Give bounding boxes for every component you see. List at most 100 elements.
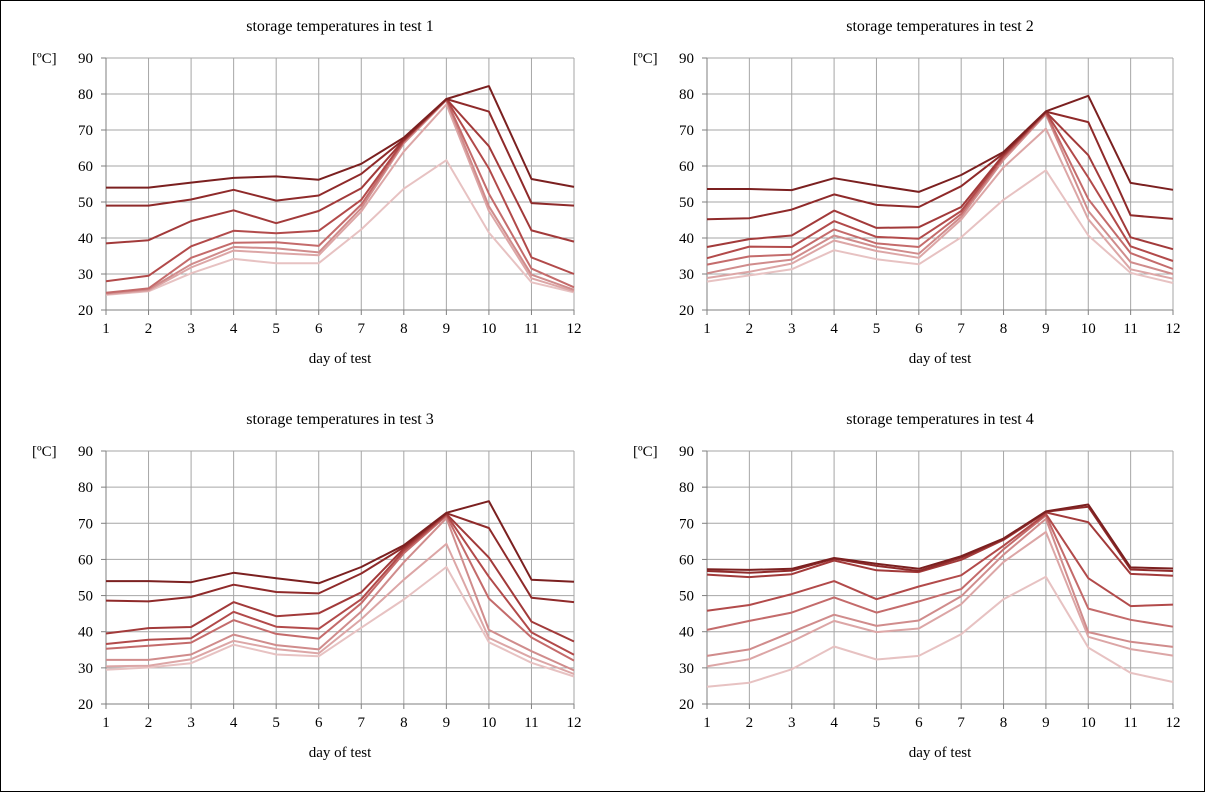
series-line-3 bbox=[706, 511, 1174, 579]
x-tick-label: 10 bbox=[1081, 715, 1096, 731]
y-axis-unit-label: [ºC] bbox=[32, 444, 57, 460]
y-tick-label: 60 bbox=[679, 159, 694, 175]
series-line-3 bbox=[105, 98, 575, 245]
y-tick-label: 60 bbox=[679, 552, 694, 568]
series-line-1 bbox=[106, 500, 575, 585]
series-line-8 bbox=[105, 566, 575, 678]
x-axis-label: day of test bbox=[909, 745, 972, 761]
y-tick-label: 20 bbox=[679, 697, 694, 713]
y-tick-label: 30 bbox=[78, 661, 93, 677]
x-tick-label: 12 bbox=[567, 321, 582, 337]
series-line-1 bbox=[106, 85, 575, 189]
x-tick-label: 12 bbox=[1166, 321, 1181, 337]
x-tick-label: 4 bbox=[830, 321, 838, 337]
series-line-4 bbox=[105, 98, 575, 283]
x-tick-label: 3 bbox=[788, 321, 796, 337]
x-tick-label: 11 bbox=[1123, 715, 1137, 731]
chart-title: storage temperatures in test 1 bbox=[246, 18, 434, 35]
chart-title: storage temperatures in test 2 bbox=[846, 18, 1034, 35]
y-tick-label: 80 bbox=[679, 480, 694, 496]
y-axis-unit-label: [ºC] bbox=[32, 51, 57, 67]
y-axis-unit-label: [ºC] bbox=[633, 444, 658, 460]
series-line-3 bbox=[105, 512, 575, 643]
y-tick-label: 70 bbox=[78, 516, 93, 532]
chart-panel-1: storage temperatures in test 1 [ºC] 20 30 40… bbox=[32, 18, 582, 367]
chart-panel-3: storage temperatures in test 3 [ºC] 20 30 40… bbox=[32, 411, 582, 761]
series-line-4 bbox=[706, 111, 1174, 262]
x-tick-label: 1 bbox=[102, 321, 110, 337]
y-tick-label: 40 bbox=[679, 231, 694, 247]
x-tick-label: 8 bbox=[400, 715, 408, 731]
x-tick-label: 6 bbox=[915, 715, 923, 731]
series-line-5 bbox=[706, 514, 1174, 631]
y-tick-label: 60 bbox=[78, 552, 93, 568]
x-tick-label: 4 bbox=[830, 715, 838, 731]
y-tick-label: 90 bbox=[78, 51, 93, 67]
x-tick-label: 11 bbox=[524, 321, 538, 337]
chart-title: storage temperatures in test 4 bbox=[846, 411, 1034, 428]
x-tick-label: 3 bbox=[788, 715, 796, 731]
y-tick-label: 60 bbox=[78, 159, 93, 175]
y-tick-label: 80 bbox=[679, 87, 694, 103]
x-axis-label: day of test bbox=[909, 351, 972, 367]
x-tick-label: 11 bbox=[1123, 321, 1137, 337]
y-tick-label: 50 bbox=[679, 195, 694, 211]
x-tick-label: 8 bbox=[1000, 715, 1008, 731]
x-tick-label: 5 bbox=[873, 715, 881, 731]
y-tick-label: 90 bbox=[679, 51, 694, 67]
x-tick-label: 1 bbox=[102, 715, 110, 731]
series-line-8 bbox=[706, 169, 1174, 284]
x-tick-label: 7 bbox=[957, 715, 965, 731]
y-tick-label: 80 bbox=[78, 480, 93, 496]
series-line-5 bbox=[105, 98, 575, 294]
series-line-7 bbox=[706, 127, 1174, 280]
y-tick-label: 90 bbox=[78, 444, 93, 460]
series-line-2 bbox=[706, 110, 1174, 221]
x-tick-label: 4 bbox=[230, 321, 238, 337]
y-tick-label: 40 bbox=[78, 231, 93, 247]
x-tick-label: 6 bbox=[915, 321, 923, 337]
x-tick-label: 2 bbox=[746, 321, 754, 337]
x-tick-label: 7 bbox=[957, 321, 965, 337]
x-tick-label: 3 bbox=[187, 715, 195, 731]
x-tick-label: 5 bbox=[272, 715, 280, 731]
x-tick-label: 6 bbox=[315, 715, 323, 731]
series-line-8 bbox=[706, 575, 1174, 688]
series-line-6 bbox=[706, 113, 1174, 275]
y-tick-label: 20 bbox=[679, 303, 694, 319]
x-tick-label: 2 bbox=[145, 321, 153, 337]
x-tick-label: 10 bbox=[481, 715, 496, 731]
series-line-2 bbox=[106, 98, 575, 207]
x-tick-label: 10 bbox=[481, 321, 496, 337]
x-tick-label: 11 bbox=[524, 715, 538, 731]
series-line-4 bbox=[105, 513, 575, 656]
x-tick-label: 8 bbox=[1000, 321, 1008, 337]
y-tick-label: 30 bbox=[78, 267, 93, 283]
y-tick-label: 70 bbox=[679, 123, 694, 139]
y-tick-label: 40 bbox=[679, 625, 694, 641]
x-tick-label: 8 bbox=[400, 321, 408, 337]
x-axis-label: day of test bbox=[309, 351, 372, 367]
y-tick-label: 20 bbox=[78, 303, 93, 319]
y-tick-label: 30 bbox=[679, 661, 694, 677]
x-tick-label: 3 bbox=[187, 321, 195, 337]
x-tick-label: 10 bbox=[1081, 321, 1096, 337]
x-tick-label: 2 bbox=[145, 715, 153, 731]
x-tick-label: 4 bbox=[230, 715, 238, 731]
chart-title: storage temperatures in test 3 bbox=[246, 411, 434, 428]
series-line-8 bbox=[105, 159, 575, 296]
y-tick-label: 20 bbox=[78, 697, 93, 713]
series-line-7 bbox=[706, 531, 1174, 668]
y-tick-label: 90 bbox=[679, 444, 694, 460]
y-axis-unit-label: [ºC] bbox=[633, 51, 658, 67]
y-tick-label: 70 bbox=[679, 516, 694, 532]
series-line-4 bbox=[706, 512, 1174, 612]
series-line-1 bbox=[706, 503, 1174, 571]
y-tick-label: 40 bbox=[78, 625, 93, 641]
chart-panel-2: storage temperatures in test 2 [ºC] 20 30 40… bbox=[633, 18, 1181, 367]
series-line-6 bbox=[105, 99, 575, 295]
y-tick-label: 80 bbox=[78, 87, 93, 103]
series-line-5 bbox=[105, 514, 575, 662]
chart-panel-4: storage temperatures in test 4 [ºC] 20 30 40… bbox=[633, 411, 1181, 761]
